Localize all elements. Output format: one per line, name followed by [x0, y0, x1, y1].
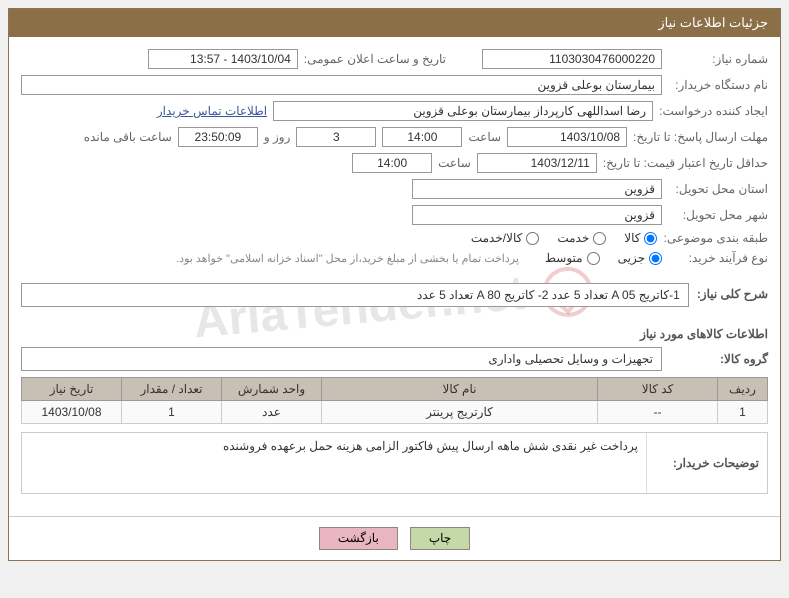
- field-requester: رضا اسداللهی کارپرداز بیمارستان بوعلی قز…: [273, 101, 653, 121]
- radio-service[interactable]: خدمت: [557, 231, 606, 245]
- field-resp-remain: 23:50:09: [178, 127, 258, 147]
- row-requester: ایجاد کننده درخواست: رضا اسداللهی کارپرد…: [21, 101, 768, 121]
- label-resp-deadline: مهلت ارسال پاسخ: تا تاریخ:: [633, 130, 768, 144]
- th-date: تاریخ نیاز: [22, 378, 122, 401]
- panel-header: جزئیات اطلاعات نیاز: [9, 9, 780, 37]
- th-name: نام کالا: [322, 378, 598, 401]
- label-city: شهر محل تحویل:: [668, 208, 768, 222]
- row-buyer-org: نام دستگاه خریدار: بیمارستان بوعلی قزوین: [21, 75, 768, 95]
- category-radio-group: کالا خدمت کالا/خدمت: [471, 231, 658, 245]
- label-purchase-type: نوع فرآیند خرید:: [668, 251, 768, 265]
- field-validity-date: 1403/12/11: [477, 153, 597, 173]
- field-general-desc: 1-کاتریج A 05 تعداد 5 عدد 2- کاتریج A 80…: [21, 283, 689, 307]
- row-category: طبقه بندی موضوعی: کالا خدمت کالا/خدمت: [21, 231, 768, 245]
- cell-qty: 1: [122, 401, 222, 424]
- row-province: استان محل تحویل: قزوین: [21, 179, 768, 199]
- field-province: قزوین: [412, 179, 662, 199]
- link-buyer-contact[interactable]: اطلاعات تماس خریدار: [157, 104, 267, 118]
- field-goods-group: تجهیزات و وسایل تحصیلی واداری: [21, 347, 662, 371]
- panel-title: جزئیات اطلاعات نیاز: [658, 15, 768, 30]
- radio-medium[interactable]: متوسط: [545, 251, 600, 265]
- type-radio-group: جزیی متوسط: [545, 251, 662, 265]
- payment-note: پرداخت تمام یا بخشی از مبلغ خرید،از محل …: [176, 252, 519, 265]
- label-remain: ساعت باقی مانده: [84, 130, 172, 144]
- cell-code: --: [598, 401, 718, 424]
- th-code: کد کالا: [598, 378, 718, 401]
- label-category: طبقه بندی موضوعی:: [663, 231, 768, 245]
- label-general-desc: شرح کلی نیاز:: [697, 287, 768, 301]
- field-announce: 1403/10/04 - 13:57: [148, 49, 298, 69]
- field-resp-days: 3: [296, 127, 376, 147]
- table-header-row: ردیف کد کالا نام کالا واحد شمارش تعداد /…: [22, 378, 768, 401]
- row-purchase-type: نوع فرآیند خرید: جزیی متوسط پرداخت تمام …: [21, 251, 768, 265]
- field-city: قزوین: [412, 205, 662, 225]
- th-qty: تعداد / مقدار: [122, 378, 222, 401]
- th-unit: واحد شمارش: [222, 378, 322, 401]
- label-hour-2: ساعت: [438, 156, 471, 170]
- radio-both-input[interactable]: [526, 232, 539, 245]
- label-goods-info: اطلاعات کالاهای مورد نیاز: [21, 327, 768, 341]
- field-buyer-org: بیمارستان بوعلی قزوین: [21, 75, 662, 95]
- label-days-and: روز و: [264, 130, 291, 144]
- label-announce: تاریخ و ساعت اعلان عمومی:: [304, 52, 446, 66]
- panel-body: AriaTender.net شماره نیاز: 1103030476000…: [9, 37, 780, 506]
- label-validity: حداقل تاریخ اعتبار قیمت: تا تاریخ:: [603, 156, 768, 170]
- label-buyer-org: نام دستگاه خریدار:: [668, 78, 768, 92]
- label-province: استان محل تحویل:: [668, 182, 768, 196]
- button-bar: چاپ بازگشت: [9, 516, 780, 560]
- radio-partial[interactable]: جزیی: [618, 251, 662, 265]
- th-row: ردیف: [718, 378, 768, 401]
- row-need-no: شماره نیاز: 1103030476000220 تاریخ و ساع…: [21, 49, 768, 69]
- label-hour-1: ساعت: [468, 130, 501, 144]
- radio-medium-input[interactable]: [587, 252, 600, 265]
- buyer-notes-row: توضیحات خریدار: پرداخت غیر نقدی شش ماهه …: [21, 432, 768, 494]
- field-resp-date: 1403/10/08: [507, 127, 627, 147]
- radio-goods[interactable]: کالا: [624, 231, 657, 245]
- label-need-no: شماره نیاز:: [668, 52, 768, 66]
- radio-goods-input[interactable]: [644, 232, 657, 245]
- print-button[interactable]: چاپ: [410, 527, 470, 550]
- radio-partial-input[interactable]: [649, 252, 662, 265]
- row-city: شهر محل تحویل: قزوین: [21, 205, 768, 225]
- row-goods-group: گروه کالا: تجهیزات و وسایل تحصیلی واداری: [21, 347, 768, 371]
- cell-unit: عدد: [222, 401, 322, 424]
- field-validity-time: 14:00: [352, 153, 432, 173]
- row-general-desc: شرح کلی نیاز: 1-کاتریج A 05 تعداد 5 عدد …: [21, 283, 768, 315]
- cell-row: 1: [718, 401, 768, 424]
- goods-table: ردیف کد کالا نام کالا واحد شمارش تعداد /…: [21, 377, 768, 424]
- main-panel: جزئیات اطلاعات نیاز AriaTender.net شماره…: [8, 8, 781, 561]
- field-buyer-notes: پرداخت غیر نقدی شش ماهه ارسال پیش فاکتور…: [22, 433, 647, 493]
- radio-both[interactable]: کالا/خدمت: [471, 231, 539, 245]
- label-buyer-notes: توضیحات خریدار:: [647, 433, 767, 493]
- row-response-deadline: مهلت ارسال پاسخ: تا تاریخ: 1403/10/08 سا…: [21, 127, 768, 147]
- label-requester: ایجاد کننده درخواست:: [659, 104, 768, 118]
- field-resp-time: 14:00: [382, 127, 462, 147]
- row-price-validity: حداقل تاریخ اعتبار قیمت: تا تاریخ: 1403/…: [21, 153, 768, 173]
- table-row: 1 -- کارتریج پرینتر عدد 1 1403/10/08: [22, 401, 768, 424]
- label-goods-group: گروه کالا:: [668, 352, 768, 366]
- back-button[interactable]: بازگشت: [319, 527, 398, 550]
- cell-date: 1403/10/08: [22, 401, 122, 424]
- radio-service-input[interactable]: [593, 232, 606, 245]
- cell-name: کارتریج پرینتر: [322, 401, 598, 424]
- field-need-no: 1103030476000220: [482, 49, 662, 69]
